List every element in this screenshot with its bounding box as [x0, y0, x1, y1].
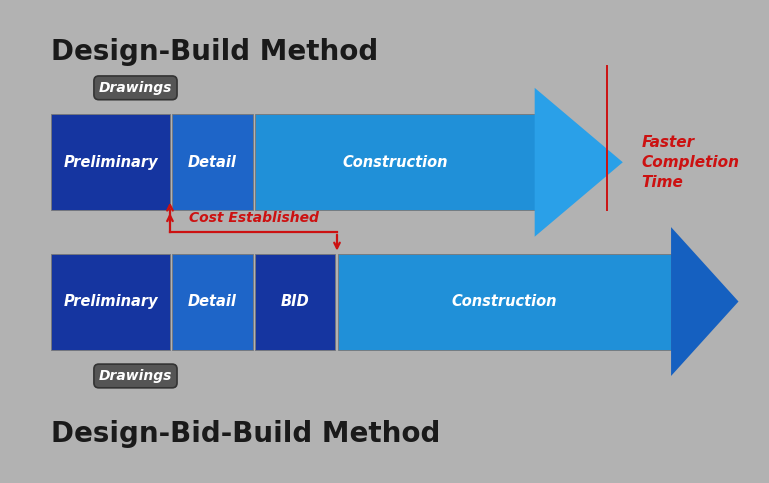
Text: Cost Established: Cost Established	[189, 211, 319, 225]
Text: Construction: Construction	[342, 155, 448, 170]
Bar	[172, 254, 253, 350]
Text: Drawings: Drawings	[98, 81, 172, 95]
Text: Detail: Detail	[188, 294, 237, 309]
Text: BID: BID	[281, 294, 310, 309]
Polygon shape	[534, 88, 623, 237]
Text: Design-Bid-Build Method: Design-Bid-Build Method	[52, 420, 441, 448]
Bar	[255, 254, 335, 350]
Text: Detail: Detail	[188, 155, 237, 170]
Text: Faster
Completion
Time: Faster Completion Time	[641, 135, 739, 189]
Bar	[172, 114, 253, 210]
Text: Preliminary: Preliminary	[63, 155, 158, 170]
Text: Drawings: Drawings	[98, 369, 172, 383]
Bar	[255, 114, 534, 210]
Polygon shape	[671, 227, 738, 376]
Text: Design-Build Method: Design-Build Method	[52, 38, 378, 66]
Text: Construction: Construction	[451, 294, 558, 309]
Bar	[52, 254, 170, 350]
Bar	[338, 254, 671, 350]
Text: Preliminary: Preliminary	[63, 294, 158, 309]
Bar	[52, 114, 170, 210]
